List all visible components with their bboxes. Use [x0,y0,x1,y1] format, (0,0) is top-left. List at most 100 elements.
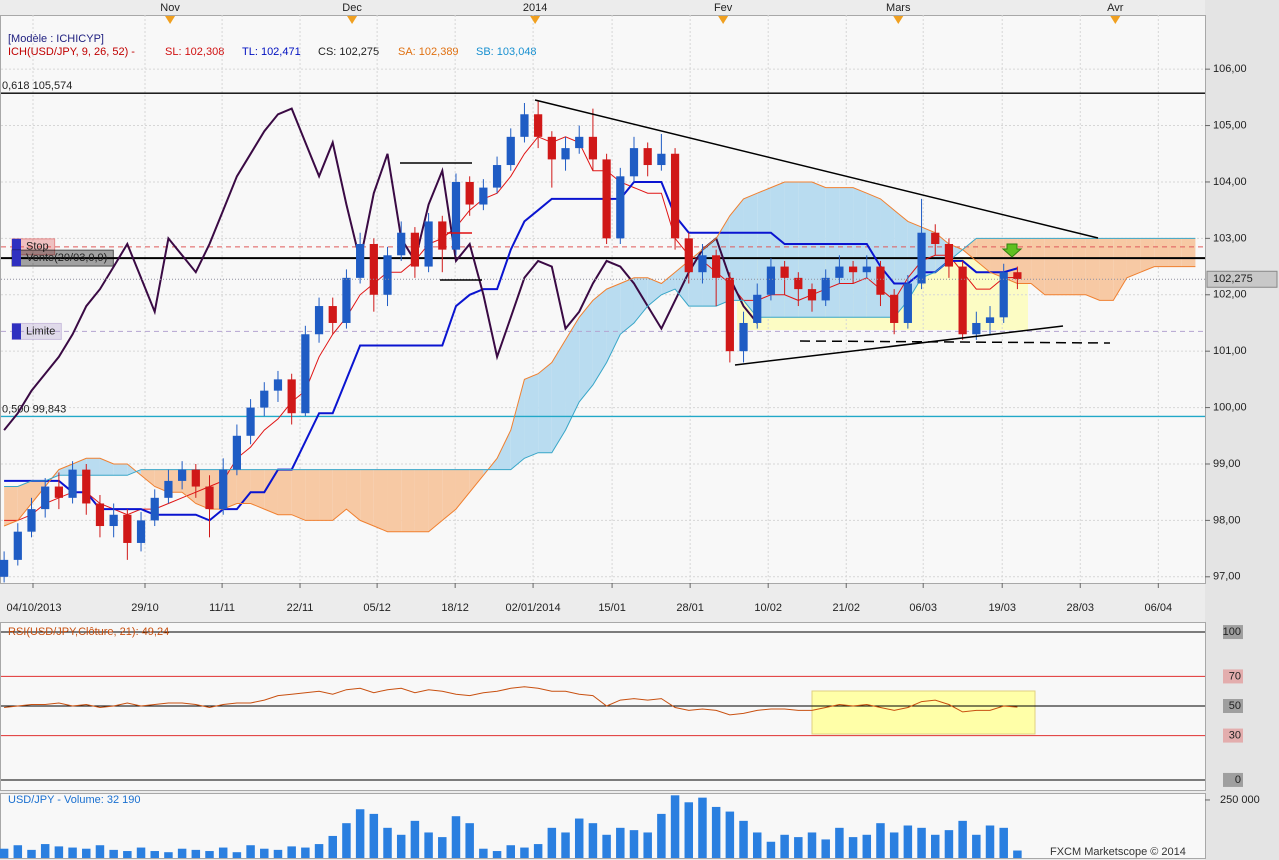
cloud [1072,238,1086,295]
volume-bar [616,827,625,858]
month-label: Avr [1107,2,1124,14]
volume-bar [574,818,584,858]
candle-body [150,497,159,521]
candle-body [944,244,954,267]
volume-bar [780,834,789,858]
cloud [606,283,621,363]
volume-bar [958,820,967,858]
x-tick-label: 19/03 [988,602,1016,614]
annotations [400,99,1111,366]
candle-body [260,390,269,408]
volume-bar [807,832,817,858]
volume-bar [985,825,995,858]
candle-body [794,277,803,290]
footer: FXCM Marketscope © 2014 [1050,846,1186,858]
cloud [127,463,142,476]
level-box [1223,699,1243,713]
volume-bar [848,837,858,858]
cloud [401,469,415,532]
volume-bar [150,851,159,858]
candle-body [602,159,611,239]
panel-title: RSI(USD/JPY,Clôture, 21): 49,24 [8,626,169,638]
candle-body [712,255,721,278]
volume-bar [164,852,173,858]
y-tick-label: 105,00 [1213,119,1247,131]
volume-bar [383,827,392,858]
volume-bar [13,845,23,858]
candle-body [876,266,885,295]
volume-bar [903,825,913,858]
candle-body [725,277,734,352]
candle-body [534,114,543,137]
candle-body [848,266,858,273]
cloud [1168,238,1182,267]
x-tick-label: 22/11 [287,602,314,614]
candle-body [410,232,420,267]
candle-body [205,486,214,510]
cloud [1099,238,1114,301]
candle-body [438,221,447,250]
y-tick-label: 30 [1229,729,1241,741]
candle-body [506,136,515,166]
y-tick-label: 100,00 [1213,401,1247,413]
month-label: Fev [714,2,733,14]
candle-body [903,283,912,323]
candle-body [465,181,474,205]
cloud [1085,238,1100,301]
cloud [442,469,456,521]
y-tick-label: 106,00 [1213,63,1247,75]
candle-body [191,469,200,487]
candle-body [698,255,707,273]
level-box [1223,625,1243,640]
candle-body [657,153,666,166]
cloud [497,430,511,470]
level-box [1223,669,1243,684]
volume-bar [684,802,694,858]
candle-body [232,435,241,470]
x-tick-label: 10/02 [754,602,782,614]
month-marker [530,16,541,24]
volume-bar [82,848,91,858]
volume-bar [68,847,77,858]
candle-body [629,148,639,177]
cloud [17,480,32,521]
candle-body [136,520,146,543]
x-tick-label: 11/11 [209,602,235,614]
candle-body [616,176,625,239]
cloud [236,469,251,504]
cloud [1031,238,1045,295]
y-tick-label: 50 [1229,700,1241,712]
axis-column [1205,0,1279,860]
y-tick-label: 101,00 [1213,345,1247,357]
candle-body [547,136,556,160]
candle-body [273,379,283,391]
volume-bar [410,820,420,858]
month-marker [893,16,904,24]
candle-body [246,407,255,436]
fib-label: 0,618 105,574 [2,80,72,92]
candle-body [95,503,105,527]
candle-body [766,266,776,295]
candle-body [328,306,337,323]
volume-bar [369,813,379,858]
y-tick-label: 99,00 [1213,458,1241,470]
volume-bar [205,851,214,858]
volume-bar [835,827,844,858]
candle-body [68,469,77,498]
month-marker [347,16,358,24]
volume-bar [123,851,132,858]
cloud [784,181,799,318]
candle-body [41,486,50,510]
indicator: ICH(USD/JPY, 9, 26, 52) - [8,46,135,58]
cloud [141,469,155,487]
candle-body [314,306,324,335]
candle-body [479,187,488,205]
cloud [99,458,114,476]
x-tick-label: 29/10 [131,602,159,614]
candle-body [520,114,529,137]
candle-body [931,232,940,245]
x-tick-label: 06/04 [1145,602,1173,614]
y-tick-label: 97,00 [1213,571,1241,583]
